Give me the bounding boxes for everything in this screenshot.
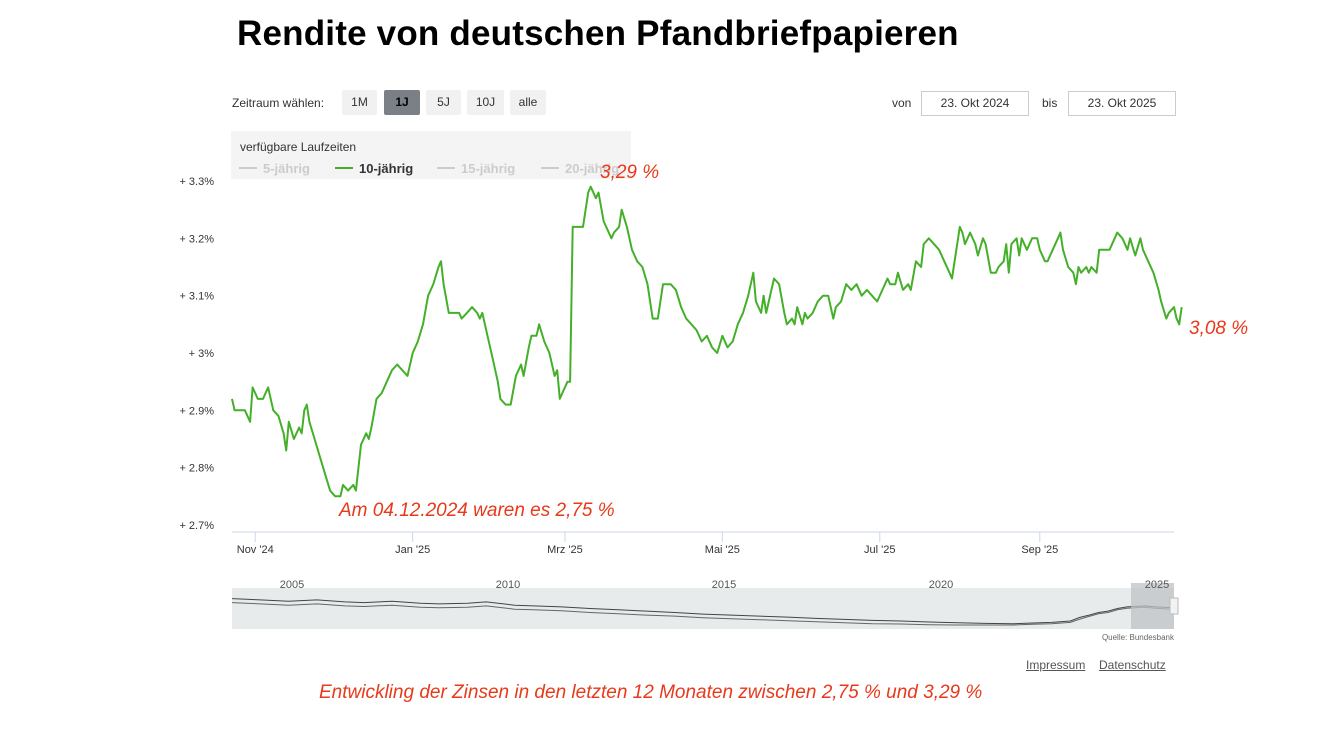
legend-item-5-jaehrig[interactable]: 5-jährig [239, 161, 310, 176]
legend-swatch [541, 166, 559, 169]
navigator-year-label: 2025 [1145, 579, 1169, 591]
date-to-input[interactable]: 23. Okt 2025 [1068, 91, 1176, 116]
series-line-10-jaehrig[interactable] [231, 185, 1183, 498]
date-from-input[interactable]: 23. Okt 2024 [921, 91, 1029, 116]
x-tick-label: Jul '25 [864, 544, 895, 556]
last-value-annotation: 3,08 % [1189, 318, 1249, 339]
legend-box: verfügbare Laufzeiten 5-jährig 10-jährig… [231, 131, 631, 179]
navigator-background[interactable] [232, 588, 1174, 629]
datenschutz-link[interactable]: Datenschutz [1099, 658, 1166, 672]
legend-item-15-jaehrig[interactable]: 15-jährig [437, 161, 515, 176]
navigator-range-window[interactable] [1131, 583, 1174, 629]
range-button-5j[interactable]: 5J [426, 90, 461, 115]
summary-annotation: Entwickling der Zinsen in den letzten 12… [319, 682, 983, 703]
legend-swatch [239, 166, 257, 169]
x-tick-label: Mrz '25 [547, 544, 583, 556]
range-selector-label: Zeitraum wählen: [232, 96, 325, 110]
y-tick-label: + 2.9% [179, 405, 214, 417]
y-tick-label: + 3.3% [179, 176, 214, 188]
legend-swatch [335, 166, 353, 169]
navigator-year-label: 2015 [712, 579, 736, 591]
legend-item-label: 15-jährig [461, 161, 516, 176]
y-tick-label: + 3.1% [179, 291, 214, 303]
range-button-1j[interactable]: 1J [384, 90, 420, 115]
legend-item-label: 5-jährig [263, 161, 310, 176]
y-tick-label: + 2.7% [179, 520, 214, 532]
legend-title: verfügbare Laufzeiten [240, 140, 357, 154]
date-from-label: von [892, 96, 912, 110]
x-tick-label: Jan '25 [395, 544, 430, 556]
navigator-series-line-b [231, 602, 1175, 626]
navigator-year-label: 2005 [280, 579, 304, 591]
legend-swatch [437, 166, 455, 169]
x-tick-label: Nov '24 [237, 544, 274, 556]
impressum-link[interactable]: Impressum [1026, 658, 1086, 672]
y-tick-label: + 2.8% [179, 463, 214, 475]
range-button-10j[interactable]: 10J [467, 90, 504, 115]
max-value-annotation: 3,29 % [600, 162, 660, 183]
min-value-annotation: Am 04.12.2024 waren es 2,75 % [339, 500, 615, 521]
y-tick-label: + 3% [189, 348, 215, 360]
legend-item-10-jaehrig[interactable]: 10-jährig [335, 161, 413, 176]
legend-item-label: 20-jährig [565, 161, 620, 176]
navigator-handle-right[interactable] [1169, 597, 1179, 615]
source-credit: Quelle: Bundesbank [1102, 633, 1175, 642]
legend-item-20-jaehrig[interactable]: 20-jährig [541, 161, 619, 176]
x-tick-label: Sep '25 [1021, 544, 1058, 556]
legend-item-label: 10-jährig [359, 161, 414, 176]
navigator-year-label: 2020 [929, 579, 953, 591]
x-axis: Nov '24 Jan '25 Mrz '25 Mai '25 Jul '25 Sep '… [237, 532, 1058, 556]
y-axis: + 2.7% + 2.8% + 2.9% + 3% + 3.1% + 3.2% + 3.3% [179, 176, 214, 532]
date-to-label: bis [1042, 96, 1058, 110]
page-title: Rendite von deutschen Pfandbriefpapieren [237, 14, 959, 53]
navigator-year-label: 2010 [496, 579, 520, 591]
navigator-series-line-a [231, 598, 1175, 625]
range-button-alle[interactable]: alle [510, 90, 546, 115]
navigator-year-labels: 2005 2010 2015 2020 2025 [280, 579, 1169, 591]
y-tick-label: + 3.2% [179, 233, 214, 245]
x-tick-label: Mai '25 [705, 544, 740, 556]
range-button-1m[interactable]: 1M [342, 90, 377, 115]
